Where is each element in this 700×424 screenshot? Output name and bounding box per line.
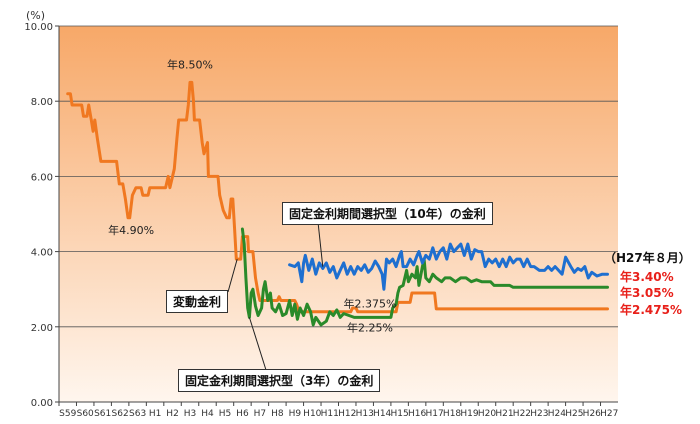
- x-tick-label-23: H19: [460, 409, 478, 419]
- x-tick-label-0: S59: [59, 409, 76, 419]
- callout-variable-rate: 変動金利: [166, 290, 229, 313]
- leader-fixed-10yr: [317, 221, 324, 267]
- x-tick-label-14: H10: [303, 409, 321, 419]
- x-tick-label-5: H1: [149, 409, 162, 419]
- series-line-2: [288, 242, 609, 291]
- x-tick-label-2: S61: [94, 409, 111, 419]
- x-tick-label-22: H18: [443, 409, 461, 419]
- x-tick-label-21: H17: [425, 409, 443, 419]
- x-tick-label-9: H5: [219, 409, 232, 419]
- callout-leaders: [227, 221, 324, 371]
- leader-variable: [227, 258, 238, 293]
- x-tick-label-12: H8: [271, 409, 284, 419]
- x-tick-label-13: H9: [289, 409, 302, 419]
- callout-fixed-3yr: 固定金利期間選択型（3年）の金利: [178, 369, 381, 392]
- annotation-2: 年2.375%: [343, 297, 396, 311]
- value-annotations: 年8.50% 年4.90% 年2.375% 年2.25%: [108, 57, 396, 334]
- annotation-0: 年8.50%: [167, 57, 213, 71]
- end-label-fixed-3yr: 年3.05%: [620, 286, 674, 300]
- x-tick-label-1: S60: [77, 409, 94, 419]
- gridlines: [59, 25, 618, 328]
- x-tick-label-27: H23: [530, 409, 548, 419]
- x-tick-label-24: H20: [478, 409, 496, 419]
- x-tick-label-17: H13: [356, 409, 374, 419]
- x-tick-label-10: H6: [236, 409, 249, 419]
- x-tick-label-30: H26: [583, 409, 601, 419]
- leader-fixed-3yr: [248, 317, 267, 371]
- x-tick-label-20: H16: [408, 409, 426, 419]
- series-line-1: [240, 227, 609, 327]
- x-tick-label-31: H27: [600, 409, 618, 419]
- x-tick-label-26: H22: [513, 409, 531, 419]
- callout-fixed-10yr: 固定金利期間選択型（10年）の金利: [282, 202, 493, 225]
- y-unit-label: (%): [26, 9, 45, 22]
- x-tick-label-16: H12: [338, 409, 356, 419]
- x-tick-label-6: H2: [166, 409, 179, 419]
- x-tick-label-3: S62: [112, 409, 129, 419]
- end-label-fixed-10yr: 年3.40%: [620, 270, 674, 284]
- x-tick-label-11: H7: [254, 409, 267, 419]
- y-tick-label-3: 6.00: [31, 172, 53, 183]
- x-tick-label-7: H3: [184, 409, 197, 419]
- x-tick-label-4: S63: [129, 409, 146, 419]
- end-label-date: （H27年８月）: [604, 251, 691, 265]
- x-tick-label-18: H14: [373, 409, 391, 419]
- y-tick-label-1: 2.00: [31, 323, 53, 334]
- series-lines: [66, 80, 609, 327]
- x-tick-label-29: H25: [565, 409, 583, 419]
- x-tick-label-25: H21: [495, 409, 513, 419]
- x-tick-label-28: H24: [548, 409, 566, 419]
- y-tick-label-2: 4.00: [31, 248, 53, 259]
- annotation-3: 年2.25%: [347, 320, 393, 334]
- x-tick-label-8: H4: [201, 409, 214, 419]
- end-label-variable: 年2.475%: [620, 303, 682, 317]
- annotation-1: 年4.90%: [108, 223, 154, 237]
- y-tick-label-5: 10.00: [24, 22, 53, 33]
- x-tick-label-19: H15: [391, 409, 409, 419]
- x-axis-ticks: S59 S60 S61 S62 S63 H1 H2 H3 H4 H5 H6 H7 H8 H9 H10 H11 H…: [58, 402, 618, 419]
- y-axis-ticks: 0.00 2.00 4.00 6.00 8.00 10.00: [24, 22, 59, 409]
- y-tick-label-0: 0.00: [31, 398, 53, 409]
- x-tick-label-15: H11: [321, 409, 339, 419]
- y-tick-label-4: 8.00: [31, 97, 53, 108]
- series-line-0: [66, 80, 609, 314]
